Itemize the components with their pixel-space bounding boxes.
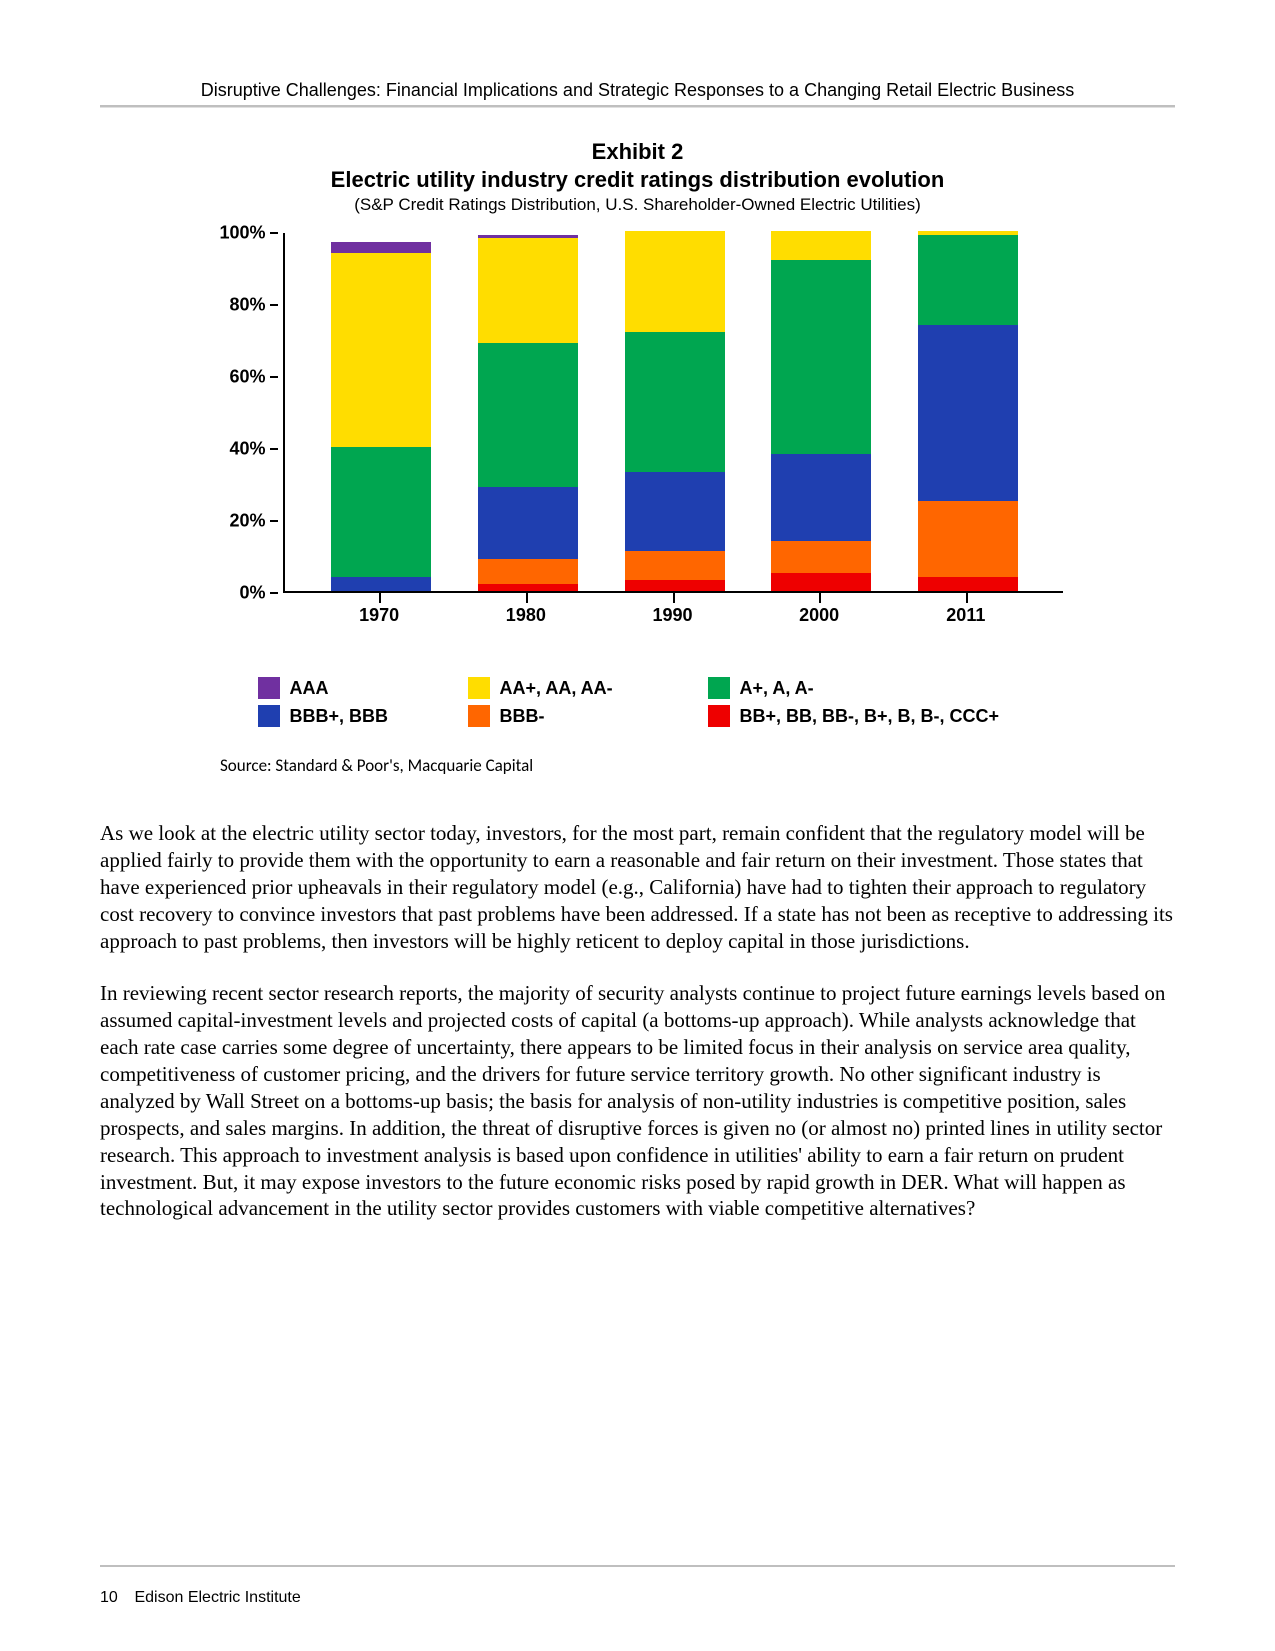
swatch-bbb-minus — [468, 705, 490, 727]
bar-segment-bb — [478, 584, 578, 591]
bar-segment-bbb_minus — [771, 541, 871, 573]
bar-segment-aa — [331, 253, 431, 447]
bar-segment-bbb_minus — [918, 501, 1018, 577]
page-number: 10 — [100, 1589, 130, 1607]
bar-segment-bbb — [331, 577, 431, 591]
exhibit-subtitle: (S&P Credit Ratings Distribution, U.S. S… — [198, 195, 1078, 215]
y-tick-label: 0% — [239, 583, 265, 604]
bar-1980 — [478, 235, 578, 591]
legend-item-bbb: BBB+, BBB — [258, 705, 468, 727]
source-line: Source: Standard & Poor's, Macquarie Cap… — [220, 755, 1175, 776]
legend: AAA AA+, AA, AA- A+, A, A- BBB+, BBB — [258, 677, 1018, 727]
legend-label: AA+, AA, AA- — [500, 678, 613, 699]
bar-segment-a — [331, 447, 431, 577]
chart: 0%20%40%60%80%100% 19701980199020002011 — [198, 233, 1078, 663]
x-tick-label: 1990 — [652, 605, 692, 626]
legend-item-bb: BB+, BB, BB-, B+, B, B-, CCC+ — [708, 705, 1000, 727]
bar-segment-bb — [625, 580, 725, 591]
body-text: As we look at the electric utility secto… — [100, 820, 1175, 1222]
legend-label: BB+, BB, BB-, B+, B, B-, CCC+ — [740, 706, 1000, 727]
bar-segment-bbb — [771, 454, 871, 540]
legend-label: AAA — [290, 678, 329, 699]
plot-area — [283, 233, 1063, 593]
footer-rule — [100, 1565, 1175, 1567]
footer: 10 Edison Electric Institute — [100, 1589, 301, 1607]
bar-segment-bb — [918, 577, 1018, 591]
bar-1990 — [625, 231, 725, 591]
bar-segment-aaa — [331, 242, 431, 253]
bar-segment-aa — [625, 231, 725, 332]
swatch-aa — [468, 677, 490, 699]
bar-segment-bbb — [478, 487, 578, 559]
legend-item-aa: AA+, AA, AA- — [468, 677, 708, 699]
bar-segment-a — [918, 235, 1018, 325]
bar-segment-a — [771, 260, 871, 454]
legend-label: BBB+, BBB — [290, 706, 389, 727]
y-axis: 0%20%40%60%80%100% — [198, 233, 278, 593]
swatch-a — [708, 677, 730, 699]
bar-segment-a — [625, 332, 725, 472]
bar-segment-aa — [771, 231, 871, 260]
bar-2000 — [771, 231, 871, 591]
y-tick-label: 20% — [229, 511, 265, 532]
exhibit-title: Electric utility industry credit ratings… — [198, 166, 1078, 194]
x-tick-label: 1970 — [359, 605, 399, 626]
page: Disruptive Challenges: Financial Implica… — [0, 0, 1275, 1651]
paragraph: As we look at the electric utility secto… — [100, 820, 1175, 954]
y-tick-label: 80% — [229, 295, 265, 316]
exhibit-label: Exhibit 2 — [198, 138, 1078, 166]
x-tick-label: 2000 — [799, 605, 839, 626]
legend-item-bbb-minus: BBB- — [468, 705, 708, 727]
bar-segment-bbb — [625, 472, 725, 551]
paragraph: In reviewing recent sector research repo… — [100, 980, 1175, 1222]
bar-1970 — [331, 242, 431, 591]
legend-item-aaa: AAA — [258, 677, 468, 699]
swatch-bbb — [258, 705, 280, 727]
bar-segment-bb — [771, 573, 871, 591]
running-head: Disruptive Challenges: Financial Implica… — [100, 80, 1175, 105]
bar-segment-bbb_minus — [478, 559, 578, 584]
bar-segment-aa — [478, 238, 578, 342]
x-tick-label: 1980 — [506, 605, 546, 626]
bar-segment-a — [478, 343, 578, 487]
x-tick-label: 2011 — [946, 605, 985, 626]
legend-item-a: A+, A, A- — [708, 677, 814, 699]
bar-segment-bbb — [918, 325, 1018, 501]
legend-label: BBB- — [500, 706, 545, 727]
exhibit-block: Exhibit 2 Electric utility industry cred… — [198, 138, 1078, 727]
bar-segment-bbb_minus — [625, 551, 725, 580]
bar-2011 — [918, 231, 1018, 591]
y-tick-label: 100% — [219, 223, 265, 244]
y-tick-label: 40% — [229, 439, 265, 460]
swatch-aaa — [258, 677, 280, 699]
legend-label: A+, A, A- — [740, 678, 814, 699]
footer-org: Edison Electric Institute — [134, 1589, 300, 1606]
header-rule — [100, 105, 1175, 108]
y-tick-label: 60% — [229, 367, 265, 388]
swatch-bb — [708, 705, 730, 727]
